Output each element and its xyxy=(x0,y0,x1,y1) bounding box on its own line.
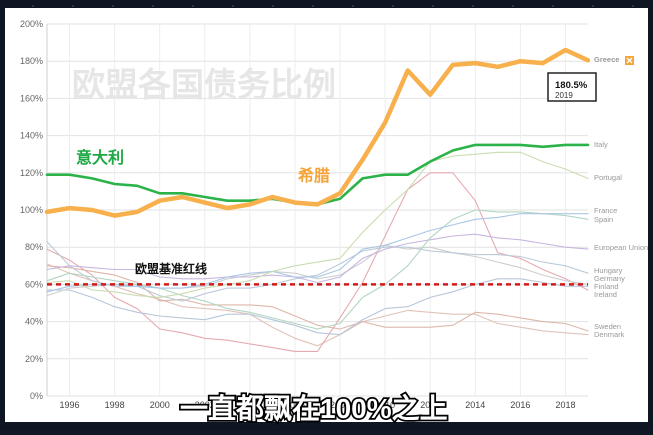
tooltip-value: 180.5% xyxy=(555,80,588,91)
greece-annotation: 希腊 xyxy=(298,166,330,185)
y-tick-label: 120% xyxy=(20,168,43,178)
x-tick-label: 2006 xyxy=(285,400,305,410)
series-label-germany[interactable]: Germany xyxy=(594,274,625,283)
x-tick-label: 1996 xyxy=(60,400,80,410)
series-line-sweden xyxy=(46,265,589,332)
series-label-greece[interactable]: Greece xyxy=(594,55,619,64)
y-tick-label: 40% xyxy=(25,317,43,327)
tooltip: 180.5% 2019 xyxy=(547,72,597,102)
series-line-portugal xyxy=(46,151,589,298)
reference-line-label: 欧盟基准红线 xyxy=(135,261,207,276)
x-tick-label: 2008 xyxy=(330,400,350,410)
x-tick-label: 2018 xyxy=(555,400,575,410)
y-tick-label: 140% xyxy=(20,131,43,141)
series-label-finland[interactable]: Finland xyxy=(594,282,619,291)
x-tick-label: 2000 xyxy=(150,400,170,410)
y-tick-label: 60% xyxy=(25,279,43,289)
y-tick-label: 160% xyxy=(20,93,43,103)
series-line-france xyxy=(46,213,589,293)
series-line-greece xyxy=(44,47,591,218)
y-tick-label: 200% xyxy=(20,19,43,29)
y-tick-label: 80% xyxy=(25,242,43,252)
x-axis-ticks: 1996 1998 2000 2002 2004 2006 2008 2010 2012 2014… xyxy=(60,400,576,410)
series-label-european-union[interactable]: European Union xyxy=(594,243,648,252)
series-label-italy[interactable]: Italy xyxy=(594,140,608,149)
series-label-hungary[interactable]: Hungary xyxy=(594,266,623,275)
remove-series-icon[interactable] xyxy=(625,56,634,65)
series-line-finland xyxy=(46,278,589,336)
y-tick-label: 100% xyxy=(20,205,43,215)
tooltip-year: 2019 xyxy=(555,91,573,100)
x-tick-label: 2016 xyxy=(510,400,530,410)
x-tick-label: 2014 xyxy=(465,400,485,410)
x-tick-label: 1998 xyxy=(105,400,125,410)
x-tick-label: 2010 xyxy=(375,400,395,410)
caption: 一直都飘在100%之上 xyxy=(180,392,448,424)
series-label-france[interactable]: France xyxy=(594,206,617,215)
x-tick-label: 2012 xyxy=(420,400,440,410)
italy-annotation: 意大利 xyxy=(76,148,124,167)
y-tick-label: 0% xyxy=(30,391,43,401)
series-label-portugal[interactable]: Portugal xyxy=(594,173,622,182)
series-label-ireland[interactable]: Ireland xyxy=(594,290,617,299)
series-line-ireland xyxy=(46,172,589,352)
chart-title: 欧盟各国债务比例 xyxy=(72,66,336,103)
series-line-european-union xyxy=(46,233,589,284)
y-axis-ticks: 0% 20% 40% 60% 80% 100% 120% 140% 160% 180% 200% xyxy=(20,19,43,401)
series-line-denmark xyxy=(46,263,589,347)
series-label-spain[interactable]: Spain xyxy=(594,215,613,224)
x-tick-label: 2004 xyxy=(240,400,260,410)
x-tick-label: 2002 xyxy=(195,400,215,410)
series-label-sweden[interactable]: Sweden xyxy=(594,322,621,331)
y-tick-label: 20% xyxy=(25,354,43,364)
series-label-denmark[interactable]: Denmark xyxy=(594,330,625,339)
y-tick-label: 180% xyxy=(20,56,43,66)
